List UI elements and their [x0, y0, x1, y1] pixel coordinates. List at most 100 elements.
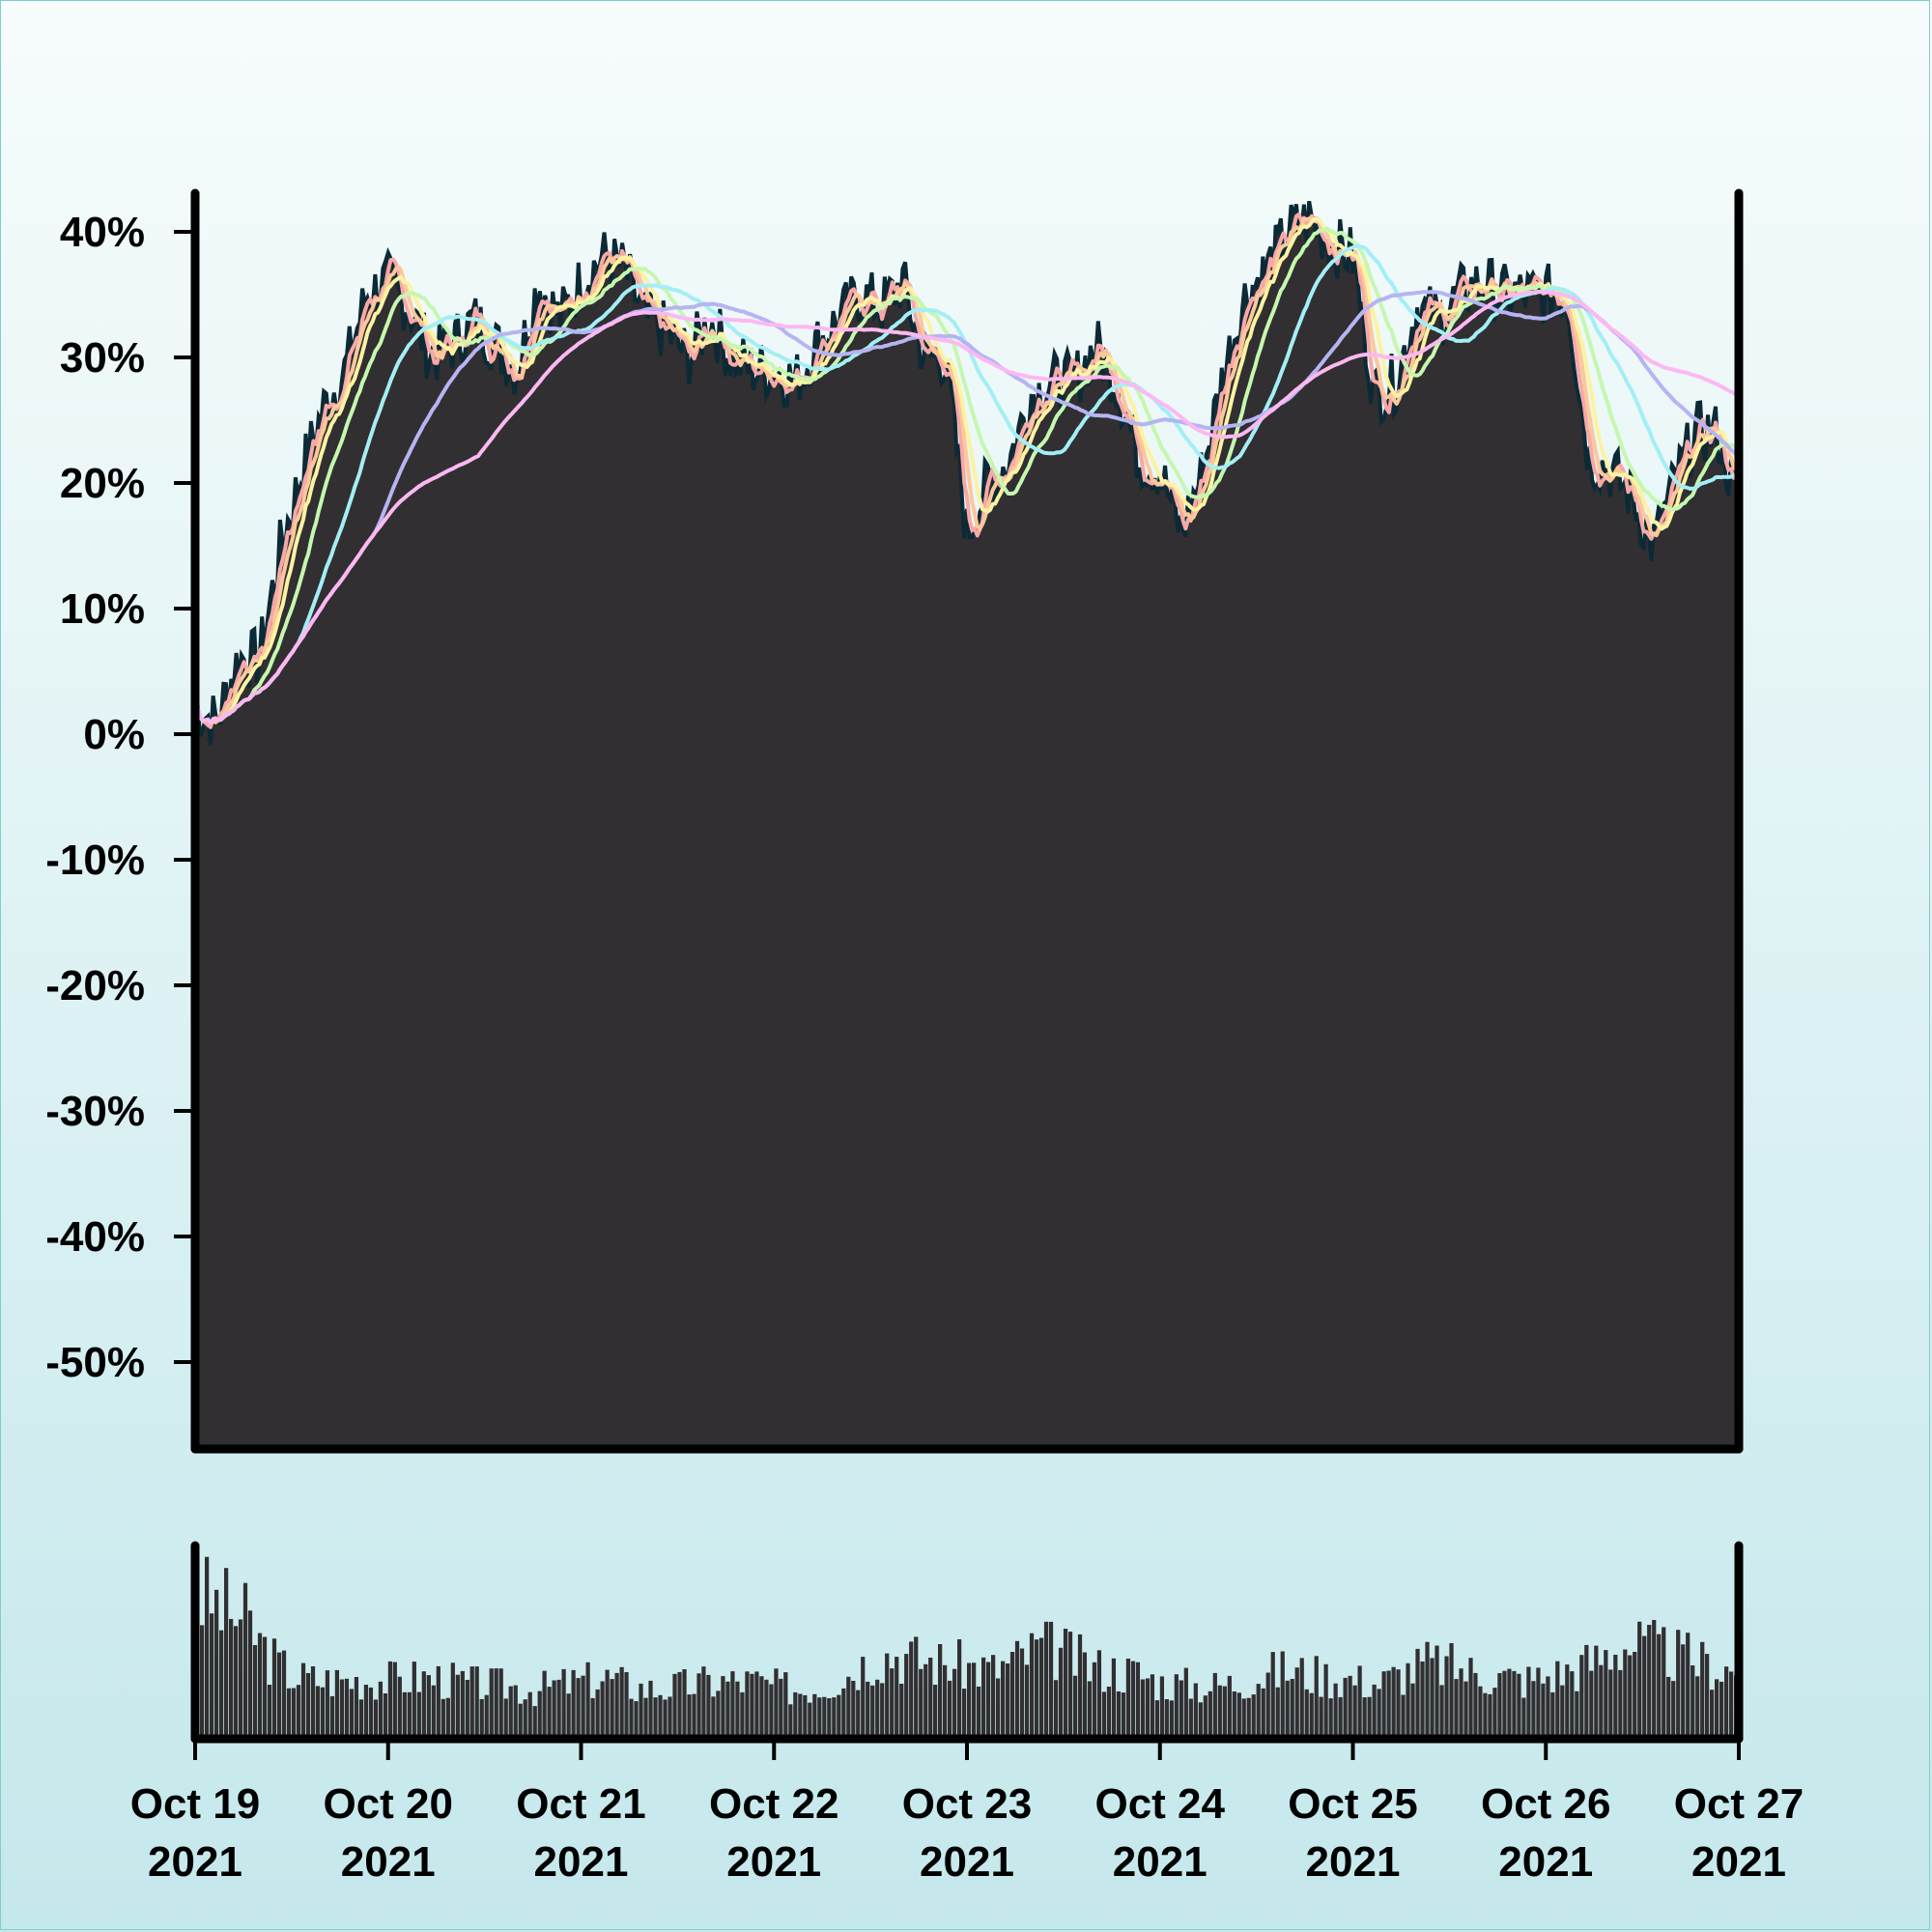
y-tick-label: 20%: [60, 460, 145, 507]
volume-bar: [267, 1685, 272, 1739]
volume-bar: [1058, 1647, 1064, 1739]
volume-bar: [1319, 1696, 1323, 1739]
volume-bar: [1208, 1690, 1212, 1739]
volume-bar: [1096, 1650, 1102, 1739]
volume-bar: [518, 1703, 523, 1739]
volume-bar: [1483, 1692, 1488, 1739]
volume-bar: [1705, 1654, 1710, 1739]
volume-bar: [1681, 1644, 1686, 1739]
volume-plot-area: [195, 1556, 1739, 1739]
volume-bar: [527, 1691, 532, 1739]
volume-bar: [1652, 1620, 1657, 1739]
volume-bar: [1633, 1652, 1637, 1739]
volume-bar: [1546, 1676, 1550, 1739]
volume-bar: [1526, 1666, 1531, 1739]
volume-bar: [653, 1697, 658, 1739]
volume-bar: [677, 1671, 682, 1739]
volume-bar: [1309, 1692, 1314, 1739]
volume-bar: [1584, 1644, 1589, 1739]
x-tick-label-date: Oct 27: [1674, 1780, 1804, 1828]
volume-bar: [412, 1662, 416, 1739]
volume-bar: [252, 1645, 258, 1739]
volume-bar: [219, 1630, 224, 1739]
volume-bar: [363, 1685, 369, 1739]
volume-bar: [1459, 1668, 1463, 1739]
x-tick-label-year: 2021: [1498, 1838, 1593, 1886]
volume-bar: [619, 1666, 624, 1739]
volume-bar: [1232, 1691, 1236, 1739]
volume-bar: [1618, 1669, 1623, 1739]
volume-bar: [783, 1672, 788, 1739]
volume-bar: [552, 1680, 556, 1739]
volume-bar: [296, 1685, 301, 1739]
volume-bar: [1294, 1667, 1299, 1739]
volume-bar: [822, 1696, 827, 1739]
volume-bar: [730, 1671, 735, 1739]
volume-bar: [643, 1697, 648, 1739]
volume-bar: [281, 1650, 287, 1739]
volume-bar: [1043, 1621, 1049, 1739]
volume-bar: [1628, 1655, 1633, 1739]
volume-bar: [1029, 1633, 1035, 1739]
volume-bar: [1686, 1633, 1690, 1739]
volume-bar: [450, 1662, 455, 1739]
volume-bar: [392, 1662, 397, 1739]
volume-bar: [1492, 1688, 1497, 1739]
volume-bar: [1333, 1683, 1338, 1739]
volume-bar: [1077, 1634, 1083, 1739]
volume-bar: [1101, 1691, 1107, 1739]
volume-bar: [1251, 1694, 1256, 1739]
volume-bar: [1700, 1641, 1705, 1739]
volume-bar: [358, 1699, 364, 1739]
volume-bar: [1106, 1687, 1112, 1739]
volume-bar: [1439, 1685, 1444, 1739]
volume-bar: [344, 1678, 350, 1739]
y-tick-label: -40%: [45, 1213, 145, 1261]
ma-line-6: [194, 290, 1741, 725]
volume-bar: [1130, 1661, 1136, 1739]
volume-bar: [1241, 1698, 1246, 1739]
volume-bar: [1637, 1621, 1642, 1739]
volume-bar: [837, 1694, 841, 1739]
x-tick-label-year: 2021: [1113, 1838, 1208, 1886]
volume-bar: [1014, 1640, 1020, 1739]
volume-bar: [1067, 1632, 1073, 1739]
volume-bar: [571, 1669, 576, 1739]
volume-bar: [948, 1680, 952, 1739]
volume-bar: [1435, 1645, 1439, 1739]
volume-bar: [1009, 1652, 1015, 1739]
volume-bar: [1555, 1661, 1560, 1739]
volume-bar: [1671, 1681, 1676, 1739]
volume-bar: [1594, 1645, 1599, 1739]
volume-bar: [1642, 1635, 1647, 1739]
volume-bar: [851, 1681, 856, 1739]
volume-bar: [841, 1688, 846, 1739]
volume-bar: [1164, 1699, 1169, 1739]
volume-bar: [977, 1686, 981, 1739]
volume-bar: [242, 1582, 248, 1739]
volume-bar: [1406, 1662, 1410, 1739]
ma-line-4: [194, 226, 1741, 725]
volume-bar: [972, 1662, 977, 1739]
volume-bar: [469, 1666, 474, 1739]
volume-bar: [205, 1556, 210, 1739]
volume-bar: [1256, 1684, 1261, 1739]
volume-bar: [1579, 1655, 1584, 1739]
volume-bar: [1608, 1669, 1613, 1739]
volume-bar: [981, 1657, 986, 1739]
y-tick-label: -50%: [45, 1339, 145, 1386]
volume-bar: [1488, 1693, 1492, 1739]
volume-bar: [1188, 1698, 1193, 1739]
volume-bar: [909, 1641, 914, 1739]
volume-bar: [914, 1636, 919, 1739]
volume-bar: [1386, 1670, 1391, 1739]
volume-bar: [325, 1670, 330, 1739]
volume-bar: [1729, 1671, 1734, 1739]
volume-bar: [1502, 1670, 1507, 1739]
volume-bar: [1174, 1674, 1179, 1739]
volume-bar: [1362, 1697, 1367, 1739]
volume-bar: [455, 1674, 460, 1739]
volume-bar: [1125, 1659, 1131, 1739]
volume-bar: [672, 1673, 677, 1739]
volume-bar: [494, 1668, 498, 1739]
